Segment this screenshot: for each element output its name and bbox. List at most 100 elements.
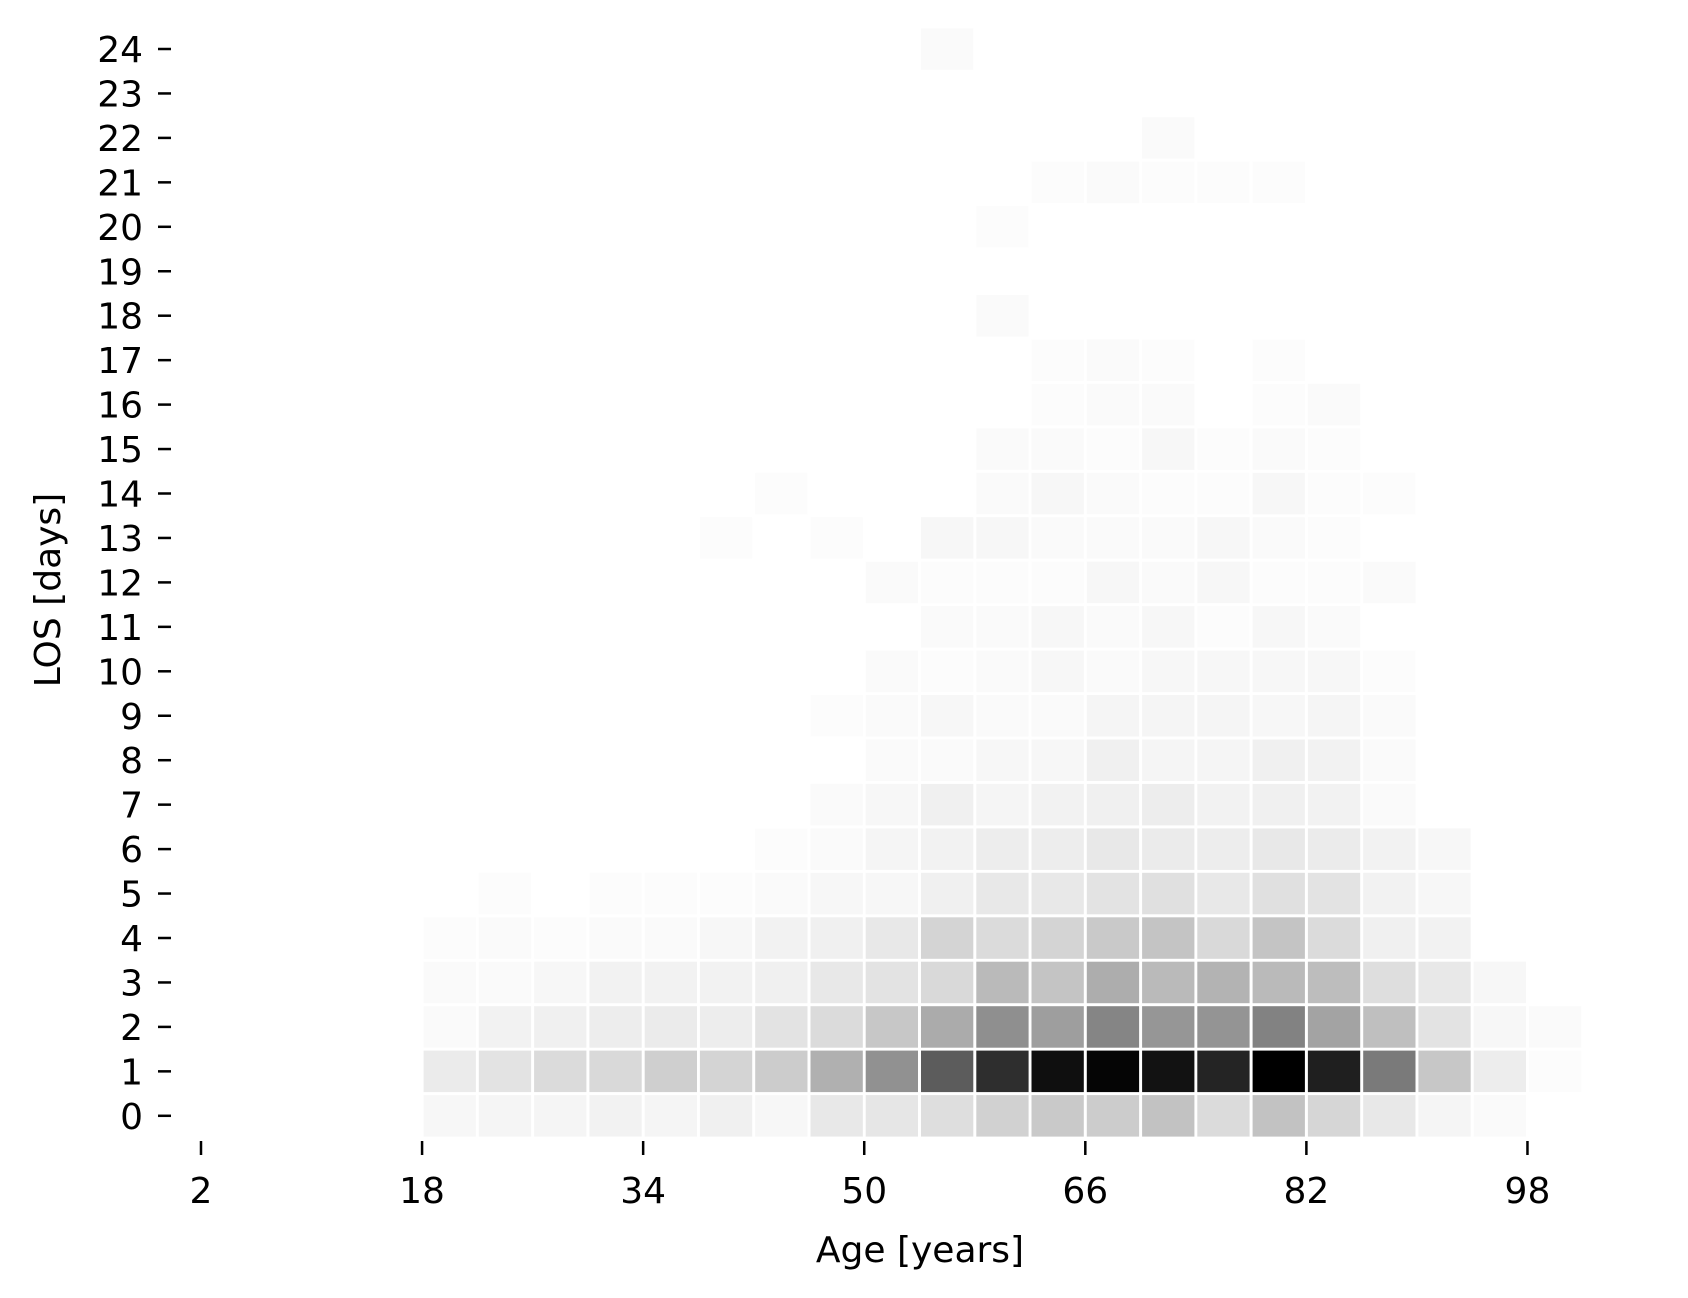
- x-tick-label-2: 2: [190, 1171, 213, 1212]
- heatmap-cell-los-5-age-78: [1252, 872, 1305, 915]
- y-tick-label-19: 19: [97, 252, 143, 293]
- heatmap-cell-los-8-age-54: [921, 739, 974, 781]
- heatmap-cell-los-12-age-70: [1142, 561, 1195, 604]
- heatmap-cell-los-9-age-46: [810, 695, 863, 737]
- heatmap-cell-los-3-age-54: [921, 961, 974, 1004]
- heatmap-cell-los-2-age-42: [755, 1006, 808, 1048]
- x-tick-label-18: 18: [399, 1171, 445, 1212]
- heatmap-cell-los-2-age-34: [644, 1006, 697, 1048]
- heatmap-cell-los-16-age-70: [1142, 383, 1195, 426]
- heatmap-cell-los-8-age-70: [1142, 739, 1195, 781]
- heatmap-cell-los-10-age-74: [1197, 650, 1250, 693]
- heatmap-cell-los-6-age-82: [1307, 828, 1361, 870]
- heatmap-cell-los-9-age-74: [1197, 695, 1250, 737]
- heatmap-cell-los-4-age-22: [478, 917, 532, 959]
- heatmap-cell-los-2-age-30: [589, 1006, 642, 1048]
- heatmap-cell-los-4-age-86: [1363, 917, 1416, 959]
- heatmap-cell-los-4-age-58: [976, 917, 1029, 959]
- heatmap-cell-los-6-age-66: [1086, 828, 1140, 870]
- heatmap-cell-los-5-age-66: [1086, 872, 1140, 915]
- y-tick-label-5: 5: [120, 875, 143, 916]
- heatmap-cell-los-1-age-94: [1473, 1050, 1526, 1093]
- heatmap-cell-los-5-age-62: [1031, 872, 1084, 915]
- y-tick-label-17: 17: [97, 341, 143, 382]
- heatmap-cell-los-0-age-82: [1307, 1095, 1361, 1137]
- heatmap-cell-los-1-age-26: [534, 1050, 587, 1093]
- x-tick-label-66: 66: [1062, 1171, 1108, 1212]
- heatmap-cell-los-2-age-90: [1418, 1006, 1471, 1048]
- heatmap-cell-los-11-age-82: [1307, 606, 1361, 648]
- heatmap-cell-los-0-age-70: [1142, 1095, 1195, 1137]
- heatmap-cell-los-2-age-78: [1252, 1006, 1305, 1048]
- y-tick-label-21: 21: [97, 163, 143, 204]
- heatmap-cell-los-9-age-50: [865, 695, 918, 737]
- heatmap-cell-los-17-age-78: [1252, 339, 1305, 381]
- heatmap-cell-los-4-age-82: [1307, 917, 1361, 959]
- heatmap-cell-los-5-age-30: [589, 872, 642, 915]
- heatmap-cell-los-0-age-38: [699, 1095, 753, 1137]
- heatmap-cell-los-10-age-58: [976, 650, 1029, 693]
- heatmap-cell-los-2-age-74: [1197, 1006, 1250, 1048]
- heatmap-cell-los-21-age-78: [1252, 161, 1305, 204]
- heatmap-cell-los-7-age-78: [1252, 783, 1305, 826]
- heatmap-cell-los-14-age-78: [1252, 472, 1305, 515]
- heatmap-cell-los-11-age-70: [1142, 606, 1195, 648]
- heatmap-cells: [423, 28, 1582, 1137]
- heatmap-cell-los-15-age-66: [1086, 428, 1140, 470]
- heatmap-cell-los-0-age-54: [921, 1095, 974, 1137]
- heatmap-cell-los-4-age-34: [644, 917, 697, 959]
- heatmap-cell-los-0-age-18: [423, 1095, 476, 1137]
- heatmap-cell-los-1-age-74: [1197, 1050, 1250, 1093]
- heatmap-cell-los-2-age-18: [423, 1006, 476, 1048]
- heatmap-cell-los-14-age-74: [1197, 472, 1250, 515]
- heatmap-cell-los-7-age-70: [1142, 783, 1195, 826]
- heatmap-cell-los-8-age-62: [1031, 739, 1084, 781]
- y-tick-label-11: 11: [97, 608, 143, 649]
- heatmap-cell-los-16-age-82: [1307, 383, 1361, 426]
- heatmap-cell-los-12-age-66: [1086, 561, 1140, 604]
- heatmap-cell-los-14-age-82: [1307, 472, 1361, 515]
- heatmap-cell-los-5-age-86: [1363, 872, 1416, 915]
- heatmap-cell-los-4-age-26: [534, 917, 587, 959]
- heatmap-cell-los-1-age-42: [755, 1050, 808, 1093]
- heatmap-cell-los-5-age-46: [810, 872, 863, 915]
- heatmap-cell-los-14-age-58: [976, 472, 1029, 515]
- y-tick-label-20: 20: [97, 208, 143, 249]
- heatmap-cell-los-5-age-70: [1142, 872, 1195, 915]
- heatmap-cell-los-3-age-26: [534, 961, 587, 1004]
- heatmap-cell-los-9-age-66: [1086, 695, 1140, 737]
- heatmap-cell-los-14-age-62: [1031, 472, 1084, 515]
- heatmap-cell-los-7-age-50: [865, 783, 918, 826]
- heatmap-cell-los-6-age-74: [1197, 828, 1250, 870]
- x-axis-label: Age [years]: [816, 1230, 1024, 1271]
- heatmap-cell-los-2-age-82: [1307, 1006, 1361, 1048]
- heatmap-cell-los-4-age-38: [699, 917, 753, 959]
- y-tick-label-14: 14: [97, 475, 143, 516]
- heatmap-cell-los-2-age-46: [810, 1006, 863, 1048]
- heatmap-cell-los-6-age-58: [976, 828, 1029, 870]
- heatmap-cell-los-7-age-82: [1307, 783, 1361, 826]
- heatmap-cell-los-9-age-54: [921, 695, 974, 737]
- heatmap-cell-los-0-age-22: [478, 1095, 532, 1137]
- heatmap-cell-los-7-age-86: [1363, 783, 1416, 826]
- y-tick-label-24: 24: [97, 30, 143, 71]
- heatmap-cell-los-1-age-58: [976, 1050, 1029, 1093]
- heatmap-cell-los-16-age-78: [1252, 383, 1305, 426]
- heatmap-cell-los-20-age-58: [976, 206, 1029, 248]
- heatmap-cell-los-18-age-58: [976, 295, 1029, 337]
- heatmap-cell-los-0-age-66: [1086, 1095, 1140, 1137]
- heatmap-cell-los-0-age-46: [810, 1095, 863, 1137]
- heatmap-cell-los-2-age-66: [1086, 1006, 1140, 1048]
- heatmap-cell-los-3-age-34: [644, 961, 697, 1004]
- heatmap-cell-los-2-age-62: [1031, 1006, 1084, 1048]
- x-tick-label-82: 82: [1283, 1171, 1329, 1212]
- heatmap-cell-los-0-age-94: [1473, 1095, 1526, 1137]
- heatmap-cell-los-2-age-22: [478, 1006, 532, 1048]
- heatmap-cell-los-12-age-50: [865, 561, 918, 604]
- heatmap-cell-los-6-age-70: [1142, 828, 1195, 870]
- heatmap-cell-los-9-age-70: [1142, 695, 1195, 737]
- y-tick-label-9: 9: [120, 697, 143, 738]
- heatmap-cell-los-0-age-34: [644, 1095, 697, 1137]
- heatmap-cell-los-7-age-54: [921, 783, 974, 826]
- heatmap-cell-los-17-age-66: [1086, 339, 1140, 381]
